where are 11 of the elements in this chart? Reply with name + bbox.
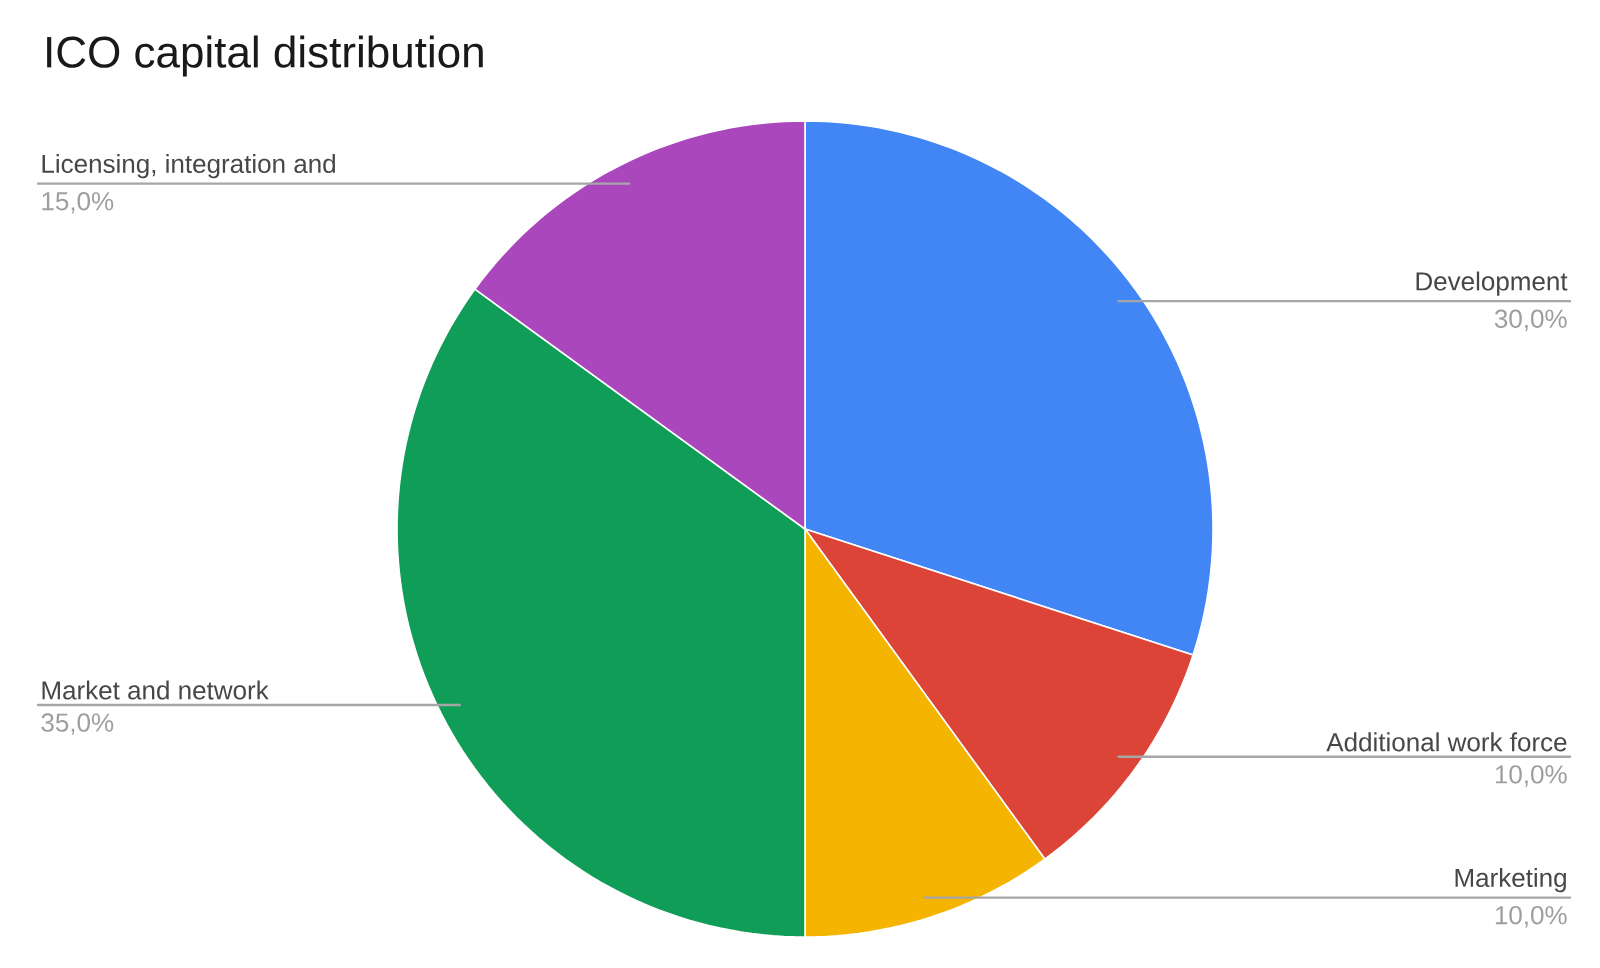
data-label: 35,0% [41, 713, 114, 735]
slice-label: Additional work force [1326, 732, 1567, 752]
slice-label: Marketing [1455, 867, 1566, 893]
slice-label: Licensing, integration and [42, 153, 335, 179]
data-label: 15,0% [42, 192, 114, 214]
slice-label: Development [1416, 271, 1568, 296]
data-label: 30,0% [1494, 309, 1567, 332]
data-label: 10,0% [1495, 906, 1567, 928]
data-label: 10,0% [1495, 765, 1567, 787]
chart-title: ICO capital distribution [47, 35, 483, 77]
slice-label: Market and network [42, 680, 269, 700]
